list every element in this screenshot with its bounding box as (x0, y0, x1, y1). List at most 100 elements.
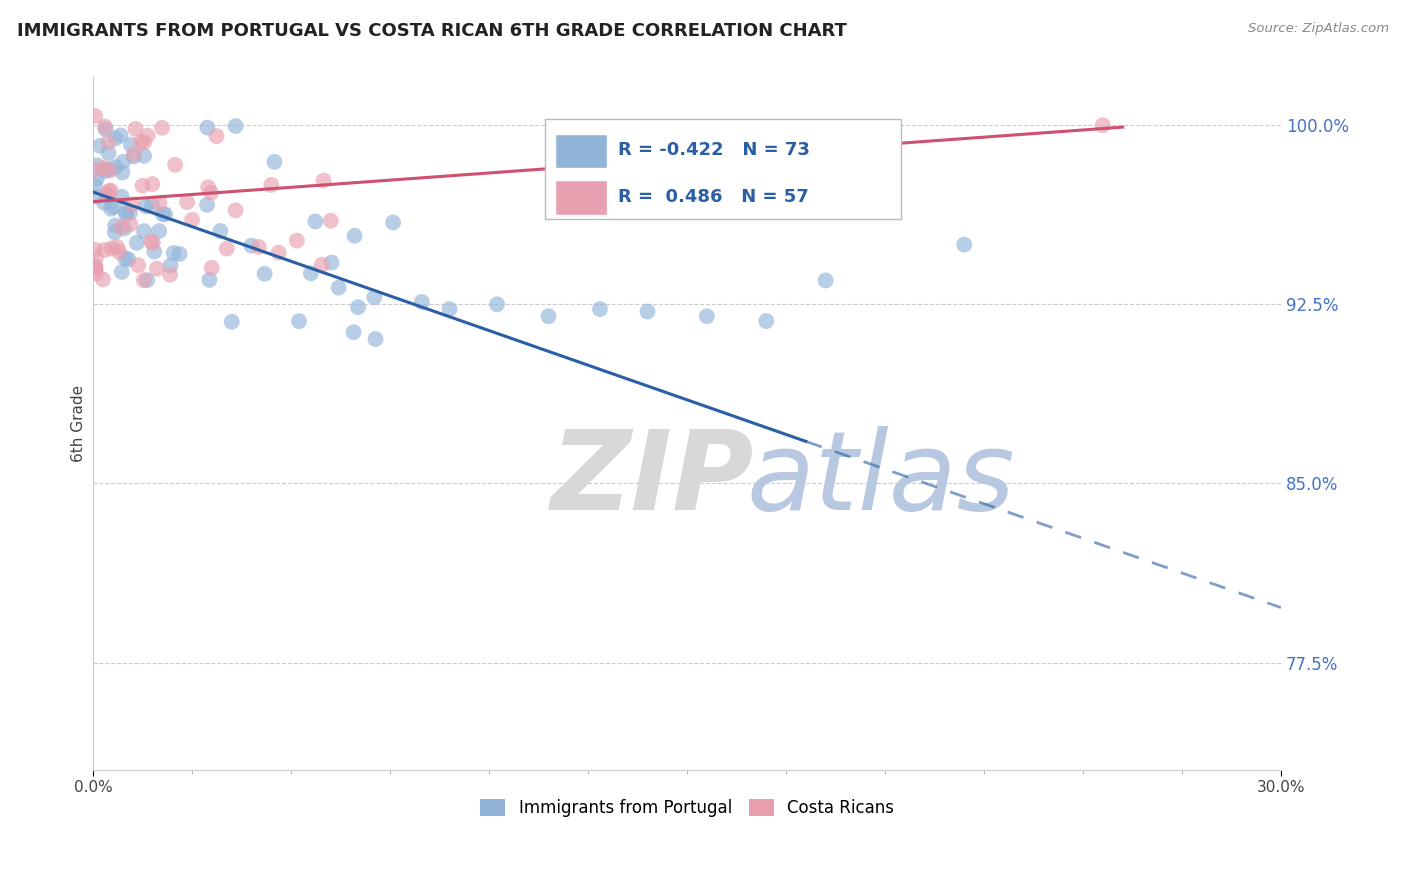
Text: IMMIGRANTS FROM PORTUGAL VS COSTA RICAN 6TH GRADE CORRELATION CHART: IMMIGRANTS FROM PORTUGAL VS COSTA RICAN … (17, 22, 846, 40)
Point (108, 244, 131, 259)
Point (285, 234, 308, 248)
Point (127, 258, 149, 272)
Point (411, 294, 433, 309)
Point (953, 237, 976, 252)
Point (104, 160, 127, 174)
Point (343, 228, 366, 243)
Legend: Immigrants from Portugal, Costa Ricans: Immigrants from Portugal, Costa Ricans (474, 792, 900, 824)
Point (141, 235, 163, 249)
Point (181, 212, 204, 227)
FancyBboxPatch shape (544, 119, 901, 219)
Point (86, 172, 108, 186)
Point (162, 246, 184, 260)
Point (247, 240, 270, 254)
Point (288, 314, 311, 328)
Point (209, 224, 232, 238)
Point (112, 221, 135, 235)
Point (321, 255, 343, 269)
Point (148, 224, 170, 238)
Point (118, 206, 141, 220)
Point (136, 128, 159, 143)
Point (1091, 118, 1114, 132)
Point (696, 310, 718, 324)
Point (93, 243, 115, 257)
Point (125, 235, 148, 250)
Point (263, 154, 285, 169)
Text: Source: ZipAtlas.com: Source: ZipAtlas.com (1249, 22, 1389, 36)
Point (299, 266, 322, 280)
Point (84, 266, 107, 280)
Point (589, 302, 612, 317)
Point (311, 258, 333, 272)
Point (93, 164, 115, 178)
Point (198, 273, 221, 287)
Point (755, 314, 778, 328)
Point (159, 259, 181, 273)
Point (486, 297, 509, 311)
Point (84, 178, 107, 193)
Point (89, 138, 111, 153)
Point (121, 197, 143, 211)
Point (197, 180, 219, 194)
Point (253, 267, 276, 281)
Point (105, 240, 128, 254)
Point (115, 205, 138, 219)
Point (97, 190, 120, 204)
Point (637, 304, 659, 318)
Point (122, 147, 145, 161)
Text: R = -0.422   N = 73: R = -0.422 N = 73 (619, 142, 810, 160)
Point (159, 268, 181, 282)
Point (132, 273, 155, 287)
Point (94, 122, 117, 136)
Text: ZIP: ZIP (551, 425, 754, 533)
Point (96, 187, 118, 202)
Point (112, 154, 135, 169)
Point (176, 195, 198, 210)
Text: atlas: atlas (747, 425, 1015, 533)
Point (129, 135, 152, 149)
Point (93, 161, 115, 175)
Point (342, 325, 364, 339)
Point (814, 273, 837, 287)
Point (382, 215, 405, 229)
Point (98, 163, 121, 178)
Point (132, 149, 155, 163)
Point (312, 173, 335, 187)
Point (94, 120, 117, 134)
Y-axis label: 6th Grade: 6th Grade (72, 385, 86, 462)
Point (86, 189, 108, 203)
Point (115, 207, 138, 221)
Point (100, 241, 122, 255)
Point (111, 165, 134, 179)
Point (122, 149, 145, 163)
Point (104, 219, 127, 233)
Point (100, 184, 122, 198)
Point (225, 119, 247, 133)
Point (260, 178, 283, 192)
Point (103, 200, 125, 214)
Point (363, 290, 385, 304)
Point (537, 310, 560, 324)
FancyBboxPatch shape (555, 134, 607, 169)
Point (136, 273, 159, 287)
Point (319, 213, 342, 227)
Point (439, 302, 461, 317)
Point (110, 128, 132, 143)
Point (100, 202, 122, 216)
Point (97, 185, 120, 199)
Point (110, 219, 132, 234)
Point (84, 260, 107, 275)
Point (120, 137, 142, 152)
Point (120, 218, 142, 232)
Point (117, 252, 139, 267)
Point (267, 245, 290, 260)
Point (153, 207, 176, 221)
Point (165, 158, 187, 172)
Point (240, 238, 263, 252)
Point (200, 186, 222, 200)
Point (225, 203, 247, 218)
Point (84, 162, 107, 177)
Point (195, 120, 218, 135)
Point (131, 178, 153, 193)
Point (304, 214, 326, 228)
